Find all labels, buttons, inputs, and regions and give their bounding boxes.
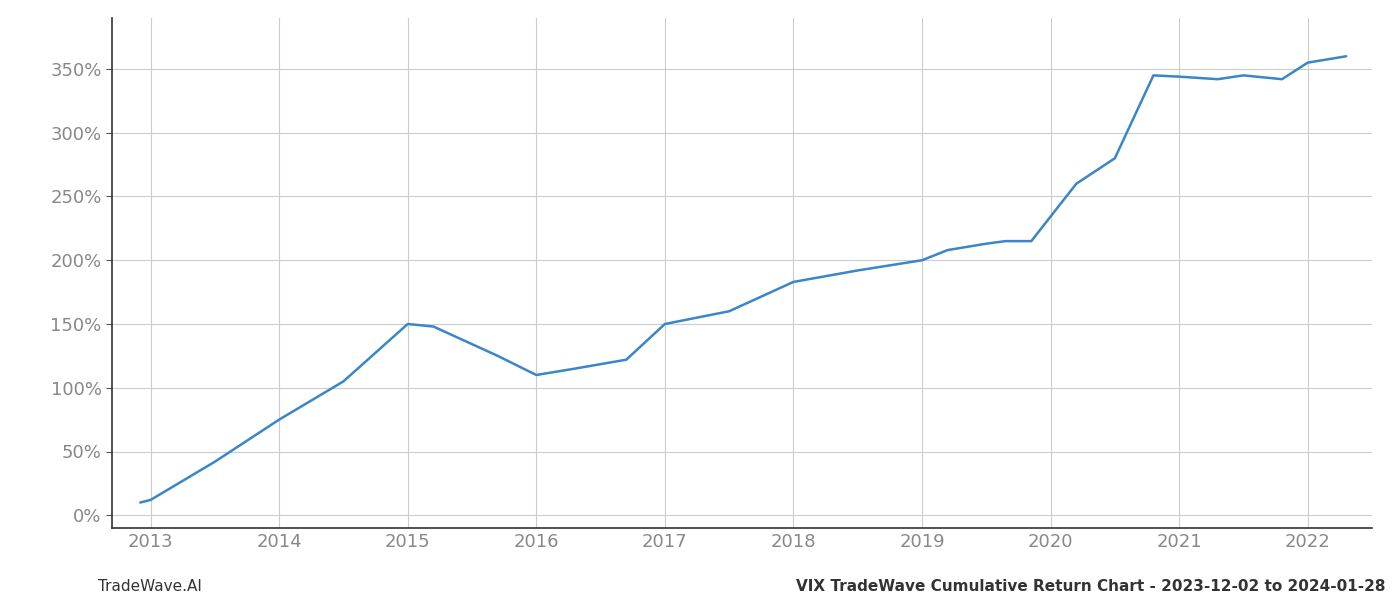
- Text: TradeWave.AI: TradeWave.AI: [98, 579, 202, 594]
- Text: VIX TradeWave Cumulative Return Chart - 2023-12-02 to 2024-01-28: VIX TradeWave Cumulative Return Chart - …: [797, 579, 1386, 594]
